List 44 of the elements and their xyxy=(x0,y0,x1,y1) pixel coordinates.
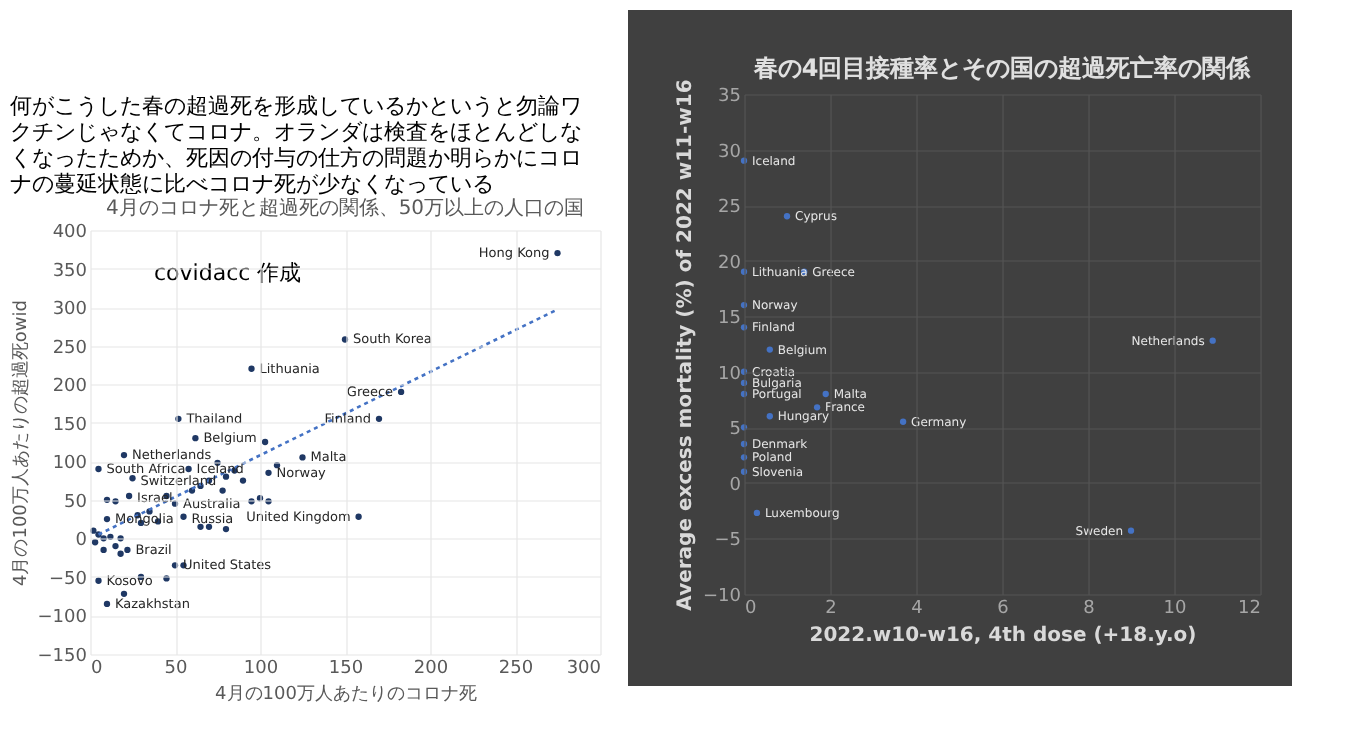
x-tick-label: 150 xyxy=(328,659,364,679)
x-tick-label: 4 xyxy=(911,599,924,619)
x-tick-label: 200 xyxy=(413,659,449,679)
y-tick-label: 300 xyxy=(52,300,88,321)
y-axis-title: Average excess mortality (%) of 2022 w11-w16 xyxy=(675,79,698,611)
y-tick-label: 150 xyxy=(52,415,88,436)
x-tick-label: 12 xyxy=(1238,599,1261,619)
y-tick-label: 20 xyxy=(718,253,742,274)
y-tick-label: −50 xyxy=(49,569,88,590)
x-tick-label: 0 xyxy=(91,659,103,679)
y-tick-label: 30 xyxy=(718,142,742,163)
chart-title: 4月のコロナ死と超過死の関係、50万以上の人口の国 xyxy=(105,196,585,220)
x-tick-label: 6 xyxy=(997,599,1010,619)
y-tick-label: 200 xyxy=(52,377,88,398)
y-axis-title: 4月の100万人あたりの超過死owid xyxy=(9,300,32,586)
y-tick-label: −100 xyxy=(37,608,88,629)
x-tick-label: 100 xyxy=(243,659,279,679)
x-tick-label: 2 xyxy=(825,599,837,619)
annotation: covidacc 作成 xyxy=(154,260,302,286)
y-tick-label: 50 xyxy=(64,492,88,513)
y-tick-label: 35 xyxy=(718,87,741,107)
y-tick-label: 100 xyxy=(52,454,88,475)
x-tick-label: 250 xyxy=(498,659,534,679)
x-axis-title: 2022.w10-w16, 4th dose (+18.y.o) xyxy=(809,625,1197,647)
x-tick-label: 0 xyxy=(745,599,757,619)
y-tick-label: 0 xyxy=(729,475,742,496)
y-tick-label: 25 xyxy=(718,198,741,219)
x-tick-label: 10 xyxy=(1163,599,1187,619)
chart-title: 春の4回目接種率とその国の超過死亡率の関係 xyxy=(751,54,1253,82)
y-tick-label: 0 xyxy=(75,531,88,552)
y-tick-label: −150 xyxy=(37,647,88,667)
y-tick-label: 5 xyxy=(729,420,741,441)
x-tick-label: 8 xyxy=(1083,599,1096,619)
y-tick-label: 250 xyxy=(52,338,88,359)
y-tick-label: 400 xyxy=(52,223,88,243)
x-axis-title: 4月の100万人あたりのコロナ死 xyxy=(215,683,477,705)
y-tick-label: 350 xyxy=(52,261,88,282)
x-tick-label: 300 xyxy=(566,659,602,679)
text: 何がこうした春の超過死を形成しているかというと勿論ワクチンじゃなくてコロナ。オランダは検査をほとんどしなくなったためか、死因の付与の仕方の問題か明らかにコロナの蔓延状態に比べコロナ死が少なくなっている xyxy=(10,93,582,197)
y-tick-label: 10 xyxy=(718,364,742,385)
y-tick-label: 15 xyxy=(718,309,741,330)
y-tick-label: −5 xyxy=(714,531,741,552)
x-tick-label: 50 xyxy=(164,659,188,679)
y-tick-label: −10 xyxy=(703,587,742,607)
